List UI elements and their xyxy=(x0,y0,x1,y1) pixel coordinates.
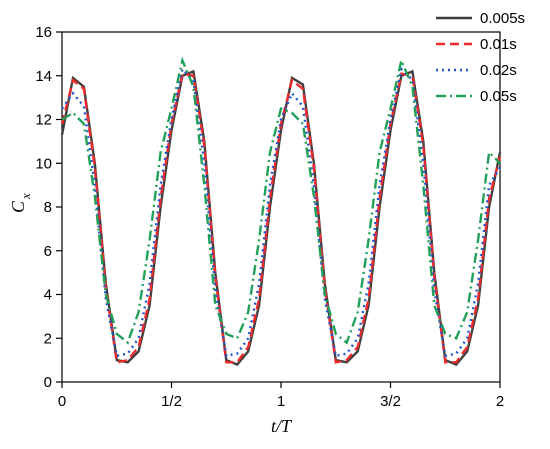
y-tick-label: 12 xyxy=(35,112,52,129)
y-axis-label-sub: x xyxy=(18,193,33,200)
y-tick-label: 4 xyxy=(44,287,52,304)
plot-frame xyxy=(61,31,501,383)
legend-label: 0.05s xyxy=(480,88,517,105)
y-tick-label: 16 xyxy=(35,24,52,41)
series-line xyxy=(60,72,502,364)
x-axis-label: t/T xyxy=(271,416,293,436)
y-tick-label: 2 xyxy=(44,330,52,347)
y-tick-label: 8 xyxy=(44,199,52,216)
y-axis-label-main: C xyxy=(8,200,28,213)
y-tick-label: 6 xyxy=(44,243,52,260)
y-tick-label: 0 xyxy=(44,374,52,391)
x-tick-label: 0 xyxy=(58,393,66,410)
y-axis-label: C x xyxy=(8,193,33,213)
x-tick-label: 3/2 xyxy=(380,393,401,410)
series-line xyxy=(61,56,501,345)
x-tick-label: 1/2 xyxy=(161,393,182,410)
legend-label: 0.02s xyxy=(480,62,517,79)
y-tick-label: 10 xyxy=(35,155,52,172)
legend-label: 0.01s xyxy=(480,36,517,53)
x-tick-label: 1 xyxy=(277,393,285,410)
legend-label: 0.005s xyxy=(480,10,525,27)
series-line xyxy=(60,69,502,366)
series-line xyxy=(61,66,502,358)
x-tick-label: 2 xyxy=(496,393,504,410)
y-tick-label: 14 xyxy=(35,68,52,85)
